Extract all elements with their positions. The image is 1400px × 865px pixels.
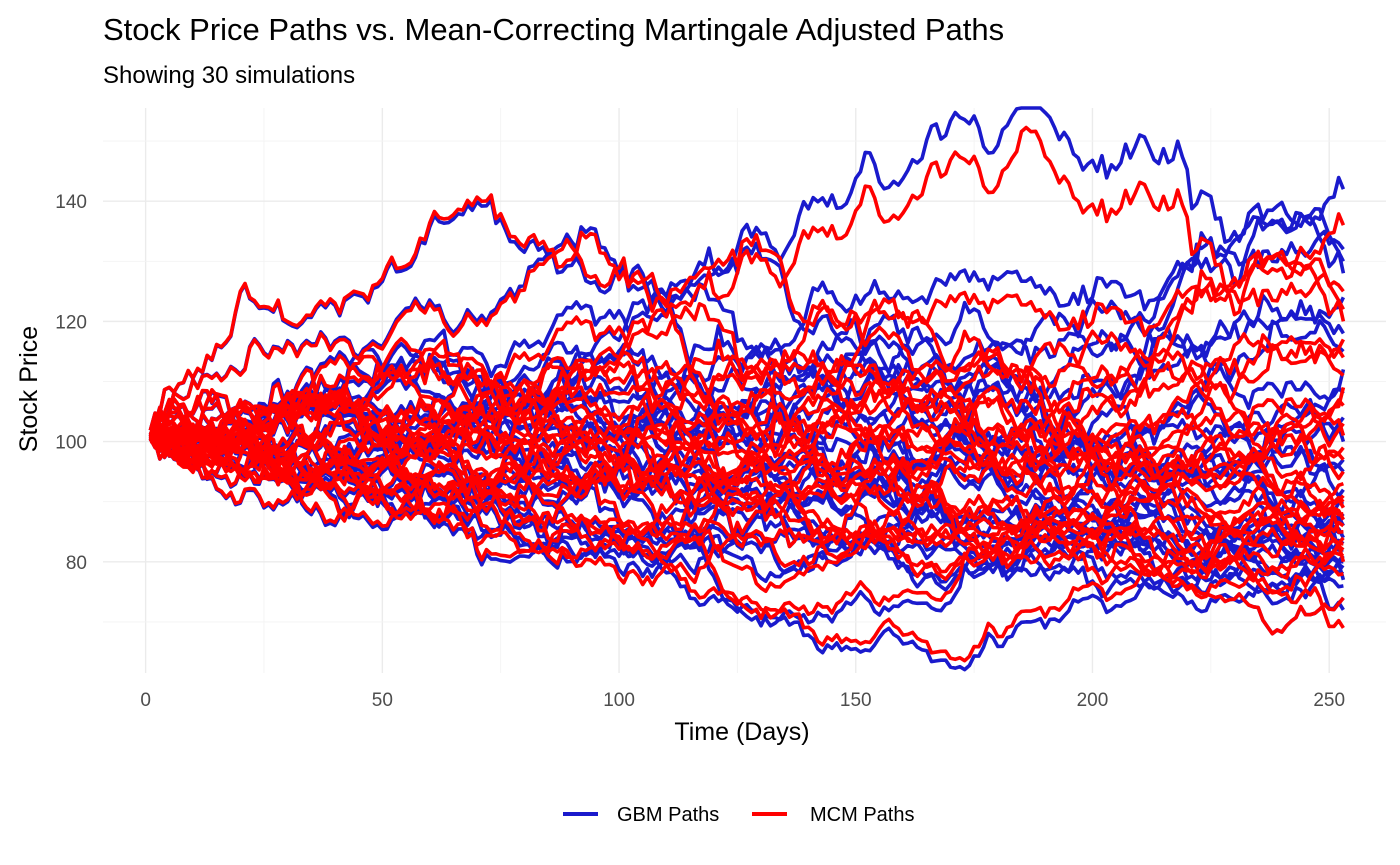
x-axis-ticks: 0 50 100 150 200 250 — [140, 690, 1345, 711]
x-tick-label: 250 — [1313, 690, 1345, 711]
mcm-paths — [148, 125, 1346, 663]
gbm-path-line — [148, 395, 1345, 565]
mcm-path-line — [150, 398, 1346, 563]
x-axis-title: Time (Days) — [674, 718, 809, 746]
gbm-path-line — [149, 413, 1346, 581]
mcm-path-line — [148, 389, 1344, 558]
mcm-path-line — [149, 392, 1345, 580]
y-tick-label: 140 — [55, 192, 87, 213]
x-tick-label: 100 — [603, 690, 635, 711]
gbm-path-line — [149, 106, 1346, 480]
mcm-path-line — [148, 411, 1344, 595]
mcm-path-line — [148, 416, 1345, 620]
mcm-path-line — [148, 394, 1345, 561]
gbm-paths — [148, 106, 1346, 672]
legend-label-gbm: GBM Paths — [617, 804, 719, 826]
x-tick-label: 50 — [372, 690, 393, 711]
gbm-path-line — [149, 396, 1345, 595]
x-tick-label: 0 — [140, 690, 151, 711]
x-tick-label: 200 — [1077, 690, 1109, 711]
mcm-path-line — [149, 425, 1345, 629]
x-tick-label: 150 — [840, 690, 872, 711]
y-tick-label: 100 — [55, 433, 87, 454]
legend-label-mcm: MCM Paths — [810, 804, 914, 826]
legend: GBM Paths MCM Paths — [563, 804, 914, 826]
y-tick-label: 80 — [66, 553, 87, 574]
mcm-path-line — [148, 405, 1345, 636]
mcm-path-line — [148, 432, 1344, 570]
mcm-path-line — [148, 212, 1346, 470]
mcm-path-line — [148, 347, 1346, 459]
chart-title: Stock Price Paths vs. Mean-Correcting Ma… — [103, 12, 1004, 47]
mcm-path-line — [149, 359, 1345, 511]
mcm-path-line — [149, 343, 1345, 490]
y-tick-label: 120 — [55, 312, 87, 333]
gbm-path-line — [148, 419, 1345, 628]
y-axis-title: Stock Price — [15, 326, 43, 452]
gbm-path-line — [148, 313, 1344, 552]
chart-subtitle: Showing 30 simulations — [103, 62, 355, 89]
y-axis-ticks: 80 100 120 140 — [55, 192, 87, 574]
mcm-path-line — [148, 193, 1345, 478]
gbm-path-line — [148, 432, 1344, 582]
